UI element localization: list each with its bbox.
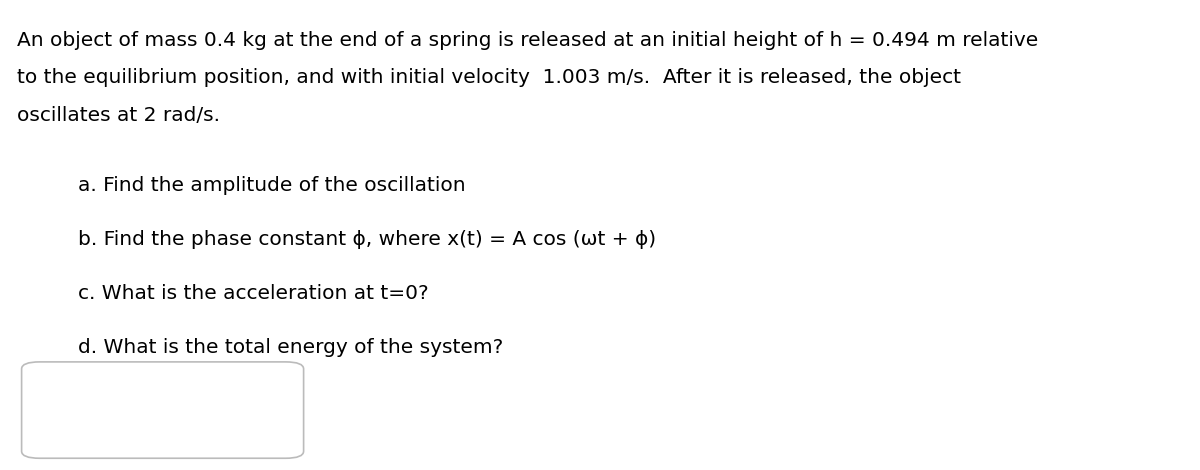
Text: to the equilibrium position, and with initial velocity  1.003 m/s.  After it is : to the equilibrium position, and with in… [17,68,961,87]
Text: c. What is the acceleration at t=0?: c. What is the acceleration at t=0? [78,284,428,303]
Text: d. What is the total energy of the system?: d. What is the total energy of the syste… [78,338,503,357]
Text: oscillates at 2 rad/s.: oscillates at 2 rad/s. [17,106,220,125]
Text: b. Find the phase constant ϕ, where x(t) = A cos (ωt + ϕ): b. Find the phase constant ϕ, where x(t)… [78,230,656,249]
Text: a. Find the amplitude of the oscillation: a. Find the amplitude of the oscillation [78,176,466,195]
Text: An object of mass 0.4 kg at the end of a spring is released at an initial height: An object of mass 0.4 kg at the end of a… [17,31,1038,49]
